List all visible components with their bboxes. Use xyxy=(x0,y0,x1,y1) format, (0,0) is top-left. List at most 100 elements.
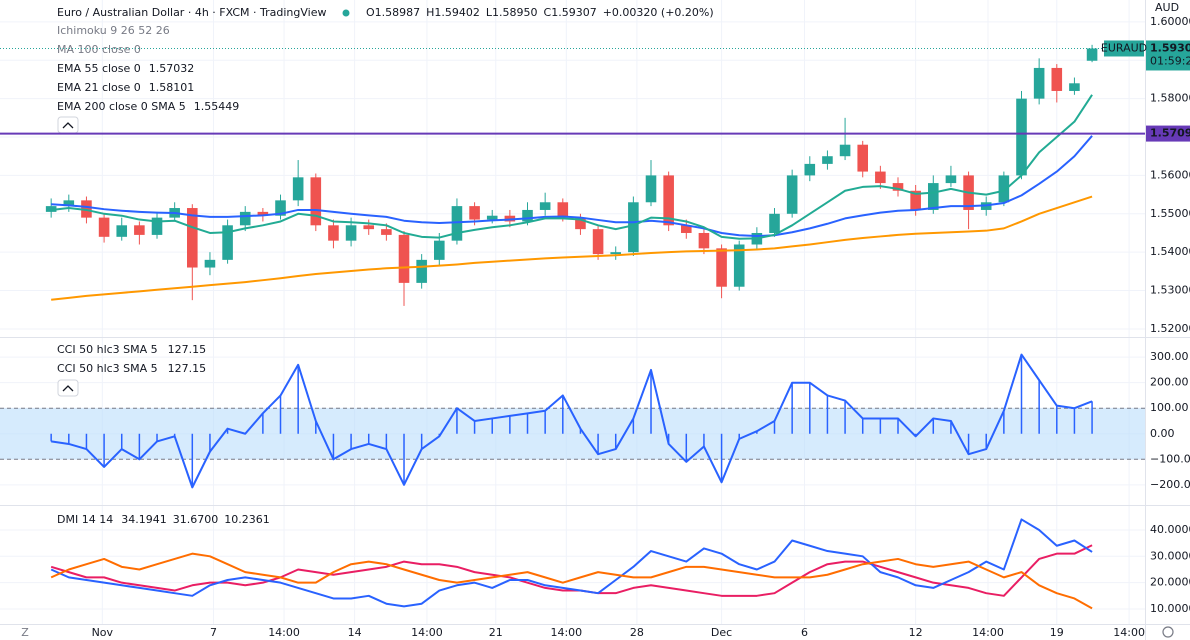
candle-body xyxy=(822,156,833,164)
candle-body xyxy=(416,259,427,283)
x-tick-label: 19 xyxy=(1050,626,1064,639)
button-box[interactable] xyxy=(57,116,79,134)
indicator-legend-value: 1.57032 xyxy=(149,62,195,75)
y-tick-label: 30.0000 xyxy=(1150,549,1190,562)
candle-body xyxy=(187,208,198,268)
symbol-tag xyxy=(1104,40,1144,57)
candle-body xyxy=(275,200,286,216)
candle-body xyxy=(1051,67,1063,91)
y-tick-label: 20.0000 xyxy=(1150,576,1190,589)
pane-legend-name: CCI 50 hlc3 SMA 5 xyxy=(57,362,158,375)
candle-body xyxy=(927,183,939,210)
candle-body xyxy=(469,206,480,220)
candle-body xyxy=(628,202,639,253)
candle-body xyxy=(434,240,445,260)
candle-body xyxy=(239,211,251,226)
x-tick-label: 28 xyxy=(630,626,644,639)
settings-icon[interactable] xyxy=(1162,626,1174,638)
bar-countdown: 01:59:22 xyxy=(1150,54,1190,67)
price-axis-unit: AUD xyxy=(1155,1,1179,14)
x-tick-label: 14:00 xyxy=(1113,626,1145,639)
ohlc-value: L1.58950 xyxy=(486,6,538,19)
x-tick-label: 14:00 xyxy=(550,626,582,639)
chart-title: Euro / Australian Dollar · 4h · FXCM · T… xyxy=(57,6,326,19)
candle-body xyxy=(557,202,569,218)
candle-body xyxy=(1033,67,1045,99)
y-tick-label: 1.55000 xyxy=(1150,207,1190,220)
chevron-icon[interactable] xyxy=(62,122,74,129)
candle-body xyxy=(522,209,533,222)
indicator-line xyxy=(51,135,1093,238)
candle-body xyxy=(716,248,727,287)
candle-body xyxy=(786,175,798,214)
candle-body xyxy=(257,211,269,216)
market-status-dot xyxy=(342,9,350,17)
pane-legend-value: 34.1941 xyxy=(121,513,167,526)
candle-body xyxy=(857,144,869,172)
indicator-legend-value: 1.55449 xyxy=(194,100,240,113)
x-tick-label: 12 xyxy=(909,626,923,639)
pane-legend-value: 127.15 xyxy=(168,362,207,375)
y-tick-label: 40.0000 xyxy=(1150,523,1190,536)
marks-layer xyxy=(45,44,1098,610)
candle-body xyxy=(204,259,216,268)
indicator-legend-value: 1.58101 xyxy=(149,81,195,94)
x-tick-label: 14:00 xyxy=(972,626,1004,639)
y-tick-label: 1.52000 xyxy=(1150,322,1190,335)
candle-body xyxy=(839,144,851,157)
timezone-button[interactable]: Z xyxy=(21,626,29,639)
oscillator-line xyxy=(50,552,1093,610)
indicator-legend-name: EMA 55 close 0 xyxy=(57,62,141,75)
candle-body xyxy=(151,217,163,235)
candle-body xyxy=(804,163,816,176)
indicator-line xyxy=(51,195,1093,301)
candle-body xyxy=(398,234,410,283)
candle-body xyxy=(1069,83,1080,91)
oscillator-line xyxy=(50,518,1093,608)
indicator-legend-name: EMA 21 close 0 xyxy=(57,81,141,94)
pane-legend-name: CCI 50 hlc3 SMA 5 xyxy=(57,343,158,356)
x-tick-label: 14:00 xyxy=(411,626,443,639)
collapse-button[interactable] xyxy=(57,116,79,134)
pane-legend-value: 31.6700 xyxy=(173,513,219,526)
candle-body xyxy=(892,183,904,191)
candle-body xyxy=(769,213,780,233)
ohlc-value: H1.59402 xyxy=(426,6,480,19)
chevron-icon[interactable] xyxy=(62,385,74,392)
indicator-legend-name: EMA 200 close 0 SMA 5 xyxy=(57,100,186,113)
collapse-button[interactable] xyxy=(57,379,79,397)
candle-body xyxy=(451,206,463,241)
candle-body xyxy=(63,200,75,207)
candle-body xyxy=(575,217,586,230)
candle-body xyxy=(592,229,604,255)
candle-body xyxy=(733,244,745,287)
hidden-indicator-legend: MA 100 close 0 xyxy=(57,43,141,56)
candle-body xyxy=(116,225,128,237)
candle-body xyxy=(910,190,921,210)
pane-legend-value: 127.15 xyxy=(168,343,207,356)
pane-title: DMI 14 14 xyxy=(57,513,113,526)
candle-body xyxy=(98,217,110,237)
y-tick-label: 1.60000 xyxy=(1150,15,1190,28)
candle-body xyxy=(698,232,710,249)
last-price-label: 1.59307 xyxy=(1150,41,1190,54)
indicator-line xyxy=(51,94,1093,240)
candle-body xyxy=(345,225,357,241)
candle-body xyxy=(875,171,886,184)
candle-body xyxy=(134,225,145,235)
oscillator-line xyxy=(51,353,1093,489)
candle-body xyxy=(945,175,957,184)
candle-body xyxy=(363,225,375,230)
candle-body xyxy=(1086,48,1098,61)
y-tick-label: 300.00 xyxy=(1150,350,1189,363)
y-tick-label: 1.54000 xyxy=(1150,245,1190,258)
x-tick-label: Dec xyxy=(711,626,732,639)
candle-body xyxy=(610,252,622,255)
x-tick-label: 6 xyxy=(801,626,808,639)
candle-body xyxy=(310,177,322,226)
button-box[interactable] xyxy=(57,379,79,397)
y-tick-label: 10.0000 xyxy=(1150,602,1190,615)
y-tick-label: 200.00 xyxy=(1150,376,1189,389)
level-price-tag xyxy=(1146,125,1190,142)
